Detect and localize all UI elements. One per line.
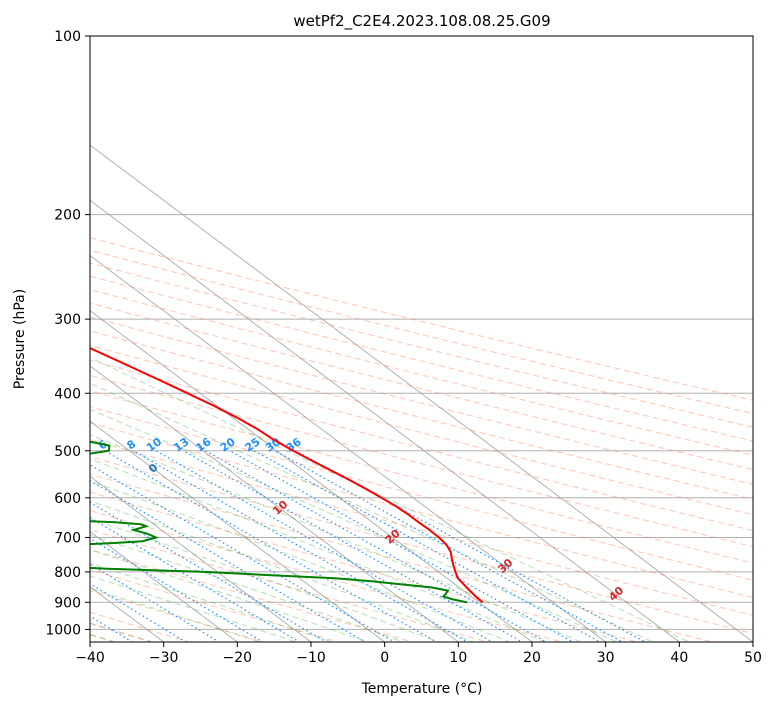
mixing-ratio-label: 3 xyxy=(31,437,45,452)
y-tick-label: 1000 xyxy=(45,622,81,638)
y-tick-label: 600 xyxy=(54,491,81,507)
y-tick-label: 500 xyxy=(54,444,81,460)
x-axis-label: Temperature (°C) xyxy=(361,681,483,697)
mixing-ratio-line xyxy=(104,450,438,642)
dry-adiabat-line xyxy=(90,330,753,500)
y-axis-label: Pressure (hPa) xyxy=(12,289,28,389)
dry-adiabat-label: -10 xyxy=(21,421,44,445)
dry-adiabat-line xyxy=(90,510,565,642)
y-tick-label: 800 xyxy=(54,565,81,581)
y-tick-label: 200 xyxy=(54,208,81,224)
dry-adiabat-line xyxy=(90,569,341,642)
mixing-ratio-line xyxy=(274,450,624,642)
dry-adiabat-line xyxy=(90,406,753,581)
dry-adiabat-line xyxy=(90,491,640,642)
mixing-ratio-line xyxy=(90,582,187,642)
isotherm-line xyxy=(90,254,607,642)
x-tick-label: −40 xyxy=(75,650,105,666)
x-tick-label: −10 xyxy=(296,650,326,666)
x-tick-label: 50 xyxy=(744,650,762,666)
moist-adiabat-line xyxy=(90,458,547,642)
y-tick-label: 400 xyxy=(54,386,81,402)
dry-adiabat-line xyxy=(90,622,154,642)
y-tick-label: 700 xyxy=(54,531,81,547)
dry-adiabat-line xyxy=(90,529,490,642)
x-tick-label: 40 xyxy=(670,650,688,666)
x-tick-label: −20 xyxy=(223,650,253,666)
x-tick-label: 10 xyxy=(449,650,467,666)
mixing-ratio-line xyxy=(133,450,469,642)
mixing-ratio-line xyxy=(183,450,524,642)
isotherm-line xyxy=(90,310,533,642)
mixing-ratio-line xyxy=(155,450,494,642)
isotherm-line xyxy=(90,420,386,642)
mixing-ratio-line xyxy=(90,480,367,642)
mixing-ratio-label: 13 xyxy=(171,435,191,454)
moist-adiabat-line xyxy=(90,500,476,642)
dry-adiabat-label: 0 xyxy=(146,461,161,476)
dry-adiabat-line xyxy=(90,374,753,548)
mixing-ratio-line xyxy=(90,563,221,642)
y-tick-label: 300 xyxy=(54,312,81,328)
moist-adiabat-label: 20 xyxy=(383,527,403,547)
x-tick-label: −30 xyxy=(149,650,179,666)
y-axis-ticks: 100 200 300 400 500 600 700 800 900 1000 xyxy=(45,29,90,638)
x-tick-label: 0 xyxy=(380,650,389,666)
x-tick-label: 30 xyxy=(597,650,615,666)
dry-adiabat-line xyxy=(90,390,753,564)
plot-frame xyxy=(89,35,754,643)
moist-adiabat-line xyxy=(90,549,370,642)
moist-adiabat-line xyxy=(90,434,583,642)
moist-adiabat-line xyxy=(90,575,298,642)
x-tick-label: 20 xyxy=(523,650,541,666)
moist-adiabat-line xyxy=(90,587,262,642)
temperature-line xyxy=(90,347,484,604)
sounding-series xyxy=(90,347,484,604)
dry-adiabat-line xyxy=(90,456,753,635)
mixing-ratio-line xyxy=(90,464,396,642)
mixing-ratio-label: 20 xyxy=(218,435,238,455)
moist-adiabat-label: 30 xyxy=(495,556,515,576)
isotherm-line xyxy=(90,199,681,642)
isotherm-line xyxy=(90,475,312,642)
moist-adiabat-line xyxy=(90,534,405,642)
y-tick-label: 900 xyxy=(54,595,81,611)
x-axis-ticks: −40 −30 −20 −10 0 10 20 30 40 50 xyxy=(75,642,762,666)
dry-adiabat-line xyxy=(90,237,753,401)
isotherm-line xyxy=(90,531,239,642)
moist-adiabat-label: 40 xyxy=(606,584,626,604)
mixing-ratio-line xyxy=(229,450,575,642)
moist-adiabat-line xyxy=(90,518,440,642)
y-tick-label: 100 xyxy=(54,29,81,45)
dry-adiabat-line xyxy=(90,590,266,642)
mixing-ratio-label: 2 xyxy=(0,437,8,452)
dry-adiabat-line xyxy=(90,473,714,642)
mixing-ratio-label: 30 xyxy=(263,435,283,455)
isotherm-line xyxy=(90,144,753,642)
mixing-ratio-label: 10 xyxy=(144,435,164,455)
moist-adiabat-label: 10 xyxy=(270,498,290,518)
moist-adiabat-line xyxy=(90,408,618,642)
mixing-ratio-line xyxy=(205,450,548,642)
moist-adiabat-line xyxy=(90,382,655,642)
background-lines xyxy=(90,36,753,642)
isotherm-line xyxy=(90,365,460,642)
chart-title: wetPf2_C2E4.2023.108.08.25.G09 xyxy=(293,12,550,31)
mixing-ratio-line xyxy=(295,450,647,642)
dry-adiabat-line xyxy=(90,262,753,428)
